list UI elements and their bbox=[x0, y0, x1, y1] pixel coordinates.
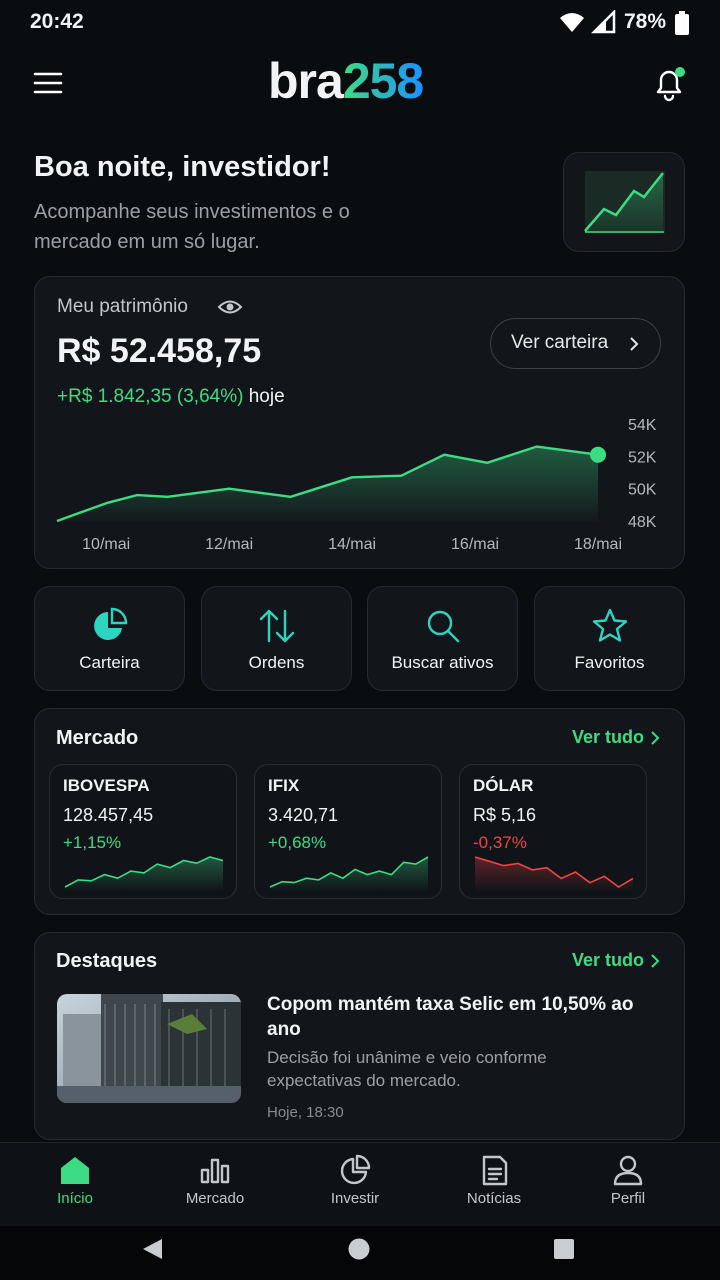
portfolio-change: +R$ 1.842,35 (3,64%) bbox=[57, 386, 244, 407]
battery-icon bbox=[675, 11, 689, 35]
logo-accent: 258 bbox=[342, 53, 424, 109]
x-tick-label: 18/mai bbox=[574, 536, 622, 553]
status-battery: 78% bbox=[624, 10, 667, 33]
y-tick-label: 48K bbox=[628, 514, 657, 531]
menu-button[interactable] bbox=[33, 70, 63, 96]
market-icon bbox=[200, 1158, 230, 1184]
portfolio-period: hoje bbox=[248, 386, 285, 407]
orders-icon bbox=[259, 609, 295, 643]
nav-item[interactable]: Investir bbox=[330, 1190, 380, 1207]
x-tick-label: 12/mai bbox=[205, 536, 253, 553]
market-value: 3.420,71 bbox=[268, 805, 339, 825]
greeting-title: Boa noite, investidor! bbox=[34, 151, 331, 183]
view-wallet-button[interactable]: Ver carteira bbox=[490, 318, 661, 369]
view-wallet-label: Ver carteira bbox=[511, 332, 609, 353]
sparkline bbox=[64, 856, 224, 891]
shortcut-label: Favoritos bbox=[574, 653, 645, 672]
article-summary: Decisão foi unânime e veio conforme expe… bbox=[267, 1048, 547, 1090]
market-item[interactable]: IBOVESPA 128.457,45 +1,15% bbox=[49, 764, 237, 899]
logo-main: bra bbox=[268, 53, 344, 109]
market-item[interactable]: IFIX 3.420,71 +0,68% bbox=[254, 764, 442, 899]
line bbox=[56, 445, 599, 523]
chevron bbox=[651, 731, 660, 745]
spark-line bbox=[474, 856, 634, 888]
market-item[interactable]: DÓLAR R$ 5,16 -0,37% bbox=[459, 764, 647, 899]
nav-item[interactable]: Perfil bbox=[610, 1190, 646, 1207]
chevron bbox=[651, 954, 660, 968]
recents-button[interactable] bbox=[554, 1239, 574, 1259]
system-nav bbox=[0, 1226, 720, 1280]
market-title: Mercado bbox=[56, 727, 139, 749]
chevron bbox=[630, 337, 639, 351]
shortcut-search[interactable]: Buscar ativos bbox=[367, 586, 518, 691]
spark-line bbox=[269, 856, 429, 888]
article-image[interactable] bbox=[57, 994, 241, 1103]
wallet-icon bbox=[94, 607, 128, 640]
invest-icon bbox=[340, 1154, 371, 1185]
sparkline bbox=[269, 856, 429, 891]
market-change: +0,68% bbox=[268, 833, 327, 852]
x-tick-label: 10/mai bbox=[82, 536, 130, 553]
notifications-button[interactable] bbox=[650, 64, 690, 104]
area bbox=[57, 446, 598, 521]
toggle-visibility[interactable] bbox=[217, 295, 243, 319]
portfolio-balance: R$ 52.458,75 bbox=[57, 332, 262, 370]
sparkline bbox=[474, 856, 634, 891]
portfolio-label: Meu patrimônio bbox=[57, 296, 188, 317]
highlights-see-all[interactable]: Ver tudo bbox=[572, 950, 645, 970]
last-point bbox=[590, 446, 606, 463]
y-tick-label: 54K bbox=[628, 417, 657, 434]
shortcut-orders[interactable]: Ordens bbox=[201, 586, 352, 691]
star-icon bbox=[592, 608, 628, 642]
market-see-all[interactable]: Ver tudo bbox=[572, 727, 645, 747]
news-icon bbox=[482, 1155, 508, 1186]
illustration bbox=[584, 171, 665, 233]
illustration-card bbox=[563, 152, 685, 252]
spark-line bbox=[64, 856, 224, 888]
market-change: +1,15% bbox=[63, 833, 122, 852]
status-time: 20:42 bbox=[30, 10, 84, 33]
home-button[interactable] bbox=[348, 1238, 370, 1260]
shortcut-wallet[interactable]: Carteira bbox=[34, 586, 185, 691]
y-tick-label: 50K bbox=[628, 482, 657, 499]
market-value: 128.457,45 bbox=[63, 805, 154, 825]
search-icon bbox=[427, 610, 460, 643]
home-icon bbox=[61, 1157, 89, 1184]
article-time: Hoje, 18:30 bbox=[267, 1104, 344, 1121]
shortcut-favorites[interactable]: Favoritos bbox=[534, 586, 685, 691]
greeting-subtitle: Acompanhe seus investimentos e o mercado… bbox=[34, 201, 350, 253]
y-tick-label: 52K bbox=[628, 449, 657, 466]
nav-item[interactable]: Notícias bbox=[466, 1190, 522, 1207]
back-button[interactable] bbox=[143, 1239, 162, 1259]
shortcut-label: Carteira bbox=[79, 653, 140, 672]
shortcut-label: Ordens bbox=[248, 653, 305, 672]
status-icons bbox=[560, 10, 616, 34]
logo: bra258 bbox=[268, 52, 424, 110]
nav-item[interactable]: Início bbox=[57, 1190, 93, 1207]
market-change: -0,37% bbox=[473, 833, 527, 852]
profile-icon bbox=[613, 1155, 643, 1186]
portfolio-chart: 48K 50K 52K 54K 10/mai 12/mai 14/mai 16/mai 18/m… bbox=[56, 417, 657, 553]
shortcut-label: Buscar ativos bbox=[391, 653, 494, 672]
highlights-title: Destaques bbox=[56, 950, 158, 972]
spark-area bbox=[65, 857, 223, 891]
x-tick-label: 14/mai bbox=[328, 536, 376, 553]
market-name: DÓLAR bbox=[473, 776, 534, 795]
nav-item[interactable]: Mercado bbox=[185, 1190, 245, 1207]
article-title[interactable]: Copom mantém taxa Selic em 10,50% ao ano bbox=[267, 994, 634, 1040]
market-name: IFIX bbox=[268, 776, 300, 795]
market-name: IBOVESPA bbox=[63, 776, 150, 795]
portfolio-change-row: +R$ 1.842,35 (3,64%) hoje bbox=[57, 386, 285, 408]
market-value: R$ 5,16 bbox=[473, 805, 537, 825]
x-tick-label: 16/mai bbox=[451, 536, 499, 553]
